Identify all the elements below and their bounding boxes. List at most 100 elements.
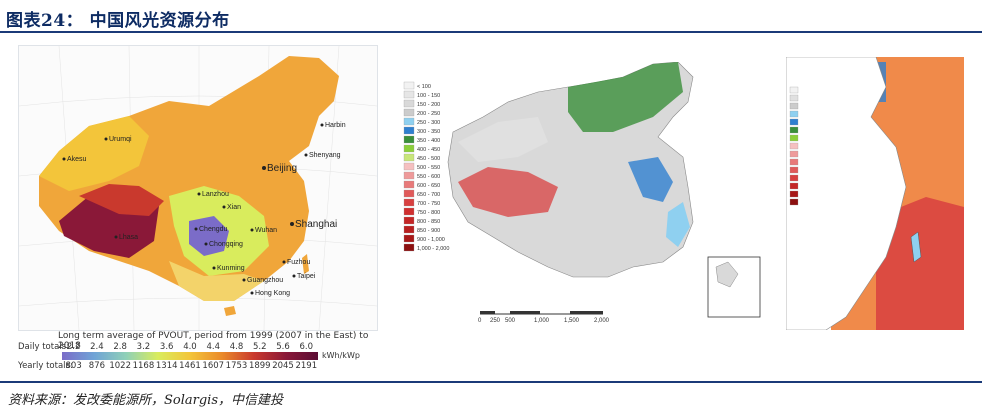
city-harbin: Harbin: [325, 122, 346, 129]
yearly-value: 876: [88, 361, 106, 371]
wind-legend-label: 450 - 500: [417, 156, 440, 162]
scale-tick: 0: [478, 318, 482, 324]
wind-legend-swatch: [403, 171, 415, 180]
city-hongkong: Hong Kong: [255, 290, 290, 297]
coast-legend-swatch: [789, 190, 799, 198]
coast-legend-swatch: [789, 134, 799, 142]
yearly-value: 1607: [202, 361, 225, 371]
inset-landmass: [715, 261, 739, 288]
source-rule: [0, 381, 982, 383]
city-chongqing: Chongqing: [209, 241, 243, 248]
wind-legend-label: 150 - 200: [417, 102, 440, 108]
scale-tick: 1,500: [564, 318, 580, 324]
wind-legend-label: 800 - 850: [417, 219, 440, 225]
coastal-wind-map-panel: [786, 57, 964, 330]
city-beijing: Beijing: [267, 163, 297, 174]
wind-legend-swatch: [403, 108, 415, 117]
sichuan-basin: [189, 216, 229, 256]
south-china-sea-inset: [707, 256, 761, 318]
city-wuhan: Wuhan: [255, 227, 277, 234]
city-urumqi: Urumqi: [109, 136, 132, 143]
coast-legend-swatch: [789, 126, 799, 134]
south-region: [169, 261, 264, 301]
taiwan-island-c: [910, 231, 922, 263]
wind-legend-swatch: [403, 99, 415, 108]
coast-legend-swatch: [789, 110, 799, 118]
wind-legend-label: 300 - 350: [417, 129, 440, 135]
wind-legend-label: 550 - 600: [417, 174, 440, 180]
wind-legend-label: 500 - 550: [417, 165, 440, 171]
taiwan-strait-area: [876, 197, 964, 330]
wind-xinjiang: [458, 117, 548, 162]
scale-tick: 250: [490, 318, 501, 324]
legend-caption: Long term average of PVOUT, period from …: [58, 331, 369, 351]
city-taipei: Taipei: [297, 273, 316, 280]
pvout-legend: Long term average of PVOUT, period from …: [18, 331, 376, 376]
yearly-totals-values: 803 876 1022 1168 1314 1461 1607 1753 18…: [62, 361, 318, 371]
city-shenyang: Shenyang: [309, 152, 341, 159]
coast-legend-swatch: [789, 166, 799, 174]
wind-legend-swatch: [403, 243, 415, 252]
coast-legend-swatch: [789, 94, 799, 102]
wind-legend-swatch: [403, 207, 415, 216]
yearly-value: 1168: [132, 361, 155, 371]
daily-value: 6.0: [299, 342, 314, 352]
yearly-value: 1314: [155, 361, 178, 371]
city-labels: Harbin Shenyang Beijing Urumqi Akesu Lan…: [67, 122, 346, 297]
coast-legend-swatch: [789, 150, 799, 158]
city-dots: [62, 123, 324, 295]
wind-legend-swatch: [403, 180, 415, 189]
yearly-value: 1753: [225, 361, 248, 371]
daily-value: 5.6: [276, 342, 290, 352]
wind-legend-label: 400 - 450: [417, 147, 440, 153]
city-lanzhou: Lanzhou: [202, 191, 229, 198]
wind-legend-label: 200 - 250: [417, 111, 440, 117]
solar-map-panel: Harbin Shenyang Beijing Urumqi Akesu Lan…: [18, 45, 378, 331]
daily-value: 4.8: [229, 342, 244, 352]
wind-legend-label: 1,000 - 2,000: [417, 246, 449, 252]
wind-map: < 100 100 - 150 150 - 200 200 - 250 250 - 30…: [403, 62, 761, 324]
daily-value: 2.2: [66, 342, 81, 352]
wind-legend-swatch: [403, 234, 415, 243]
wind-inner-mongolia: [568, 62, 683, 132]
city-xian: Xian: [227, 204, 241, 211]
yearly-value: 803: [65, 361, 82, 371]
city-kunming: Kunming: [217, 265, 245, 272]
wind-legend: < 100 100 - 150 150 - 200 200 - 250 250 - 30…: [403, 81, 449, 252]
yearly-value: 1022: [109, 361, 131, 371]
coast-legend-swatch: [789, 118, 799, 126]
daily-totals-label: Daily totals:: [18, 342, 69, 352]
wind-legend-label: 850 - 900: [417, 228, 440, 234]
daily-value: 5.2: [252, 342, 267, 352]
city-lhasa: Lhasa: [119, 234, 138, 241]
yearly-value: 1899: [248, 361, 271, 371]
mainland-coast: [786, 57, 907, 330]
wind-legend-label: 700 - 750: [417, 201, 440, 207]
wind-legend-label: < 100: [417, 84, 431, 90]
wind-map-panel: < 100 100 - 150 150 - 200 200 - 250 250 - 30…: [398, 62, 768, 337]
wind-legend-swatch: [403, 126, 415, 135]
wind-scale-bar: 0 250 500 1,000 1,500 2,000: [478, 311, 610, 324]
coast-legend-swatch: [789, 102, 799, 110]
legend-color-ramp: [62, 352, 318, 360]
wind-legend-label: 350 - 400: [417, 138, 440, 144]
wind-legend-swatch: [403, 90, 415, 99]
taiwan-island: [302, 254, 309, 274]
title-rule: [0, 31, 982, 33]
scale-tick: 2,000: [594, 318, 610, 324]
city-shanghai: Shanghai: [295, 219, 337, 230]
wind-legend-label: 900 - 1,000: [417, 237, 445, 243]
wind-legend-swatch: [403, 117, 415, 126]
wind-legend-label: 600 - 650: [417, 183, 440, 189]
yearly-value: 2191: [295, 361, 318, 371]
coastal-wind-map: [786, 57, 964, 330]
yearly-value: 2045: [272, 361, 294, 371]
coast-legend-swatch: [789, 86, 799, 94]
wind-legend-swatch: [403, 225, 415, 234]
wind-legend-label: 100 - 150: [417, 93, 440, 99]
city-fuzhou: Fuzhou: [287, 259, 310, 266]
wind-legend-swatch: [403, 189, 415, 198]
scale-tick: 500: [505, 318, 516, 324]
wind-central-blue: [628, 157, 673, 202]
source-note: 资料来源：发改委能源所，Solargis，中信建投: [8, 393, 284, 408]
